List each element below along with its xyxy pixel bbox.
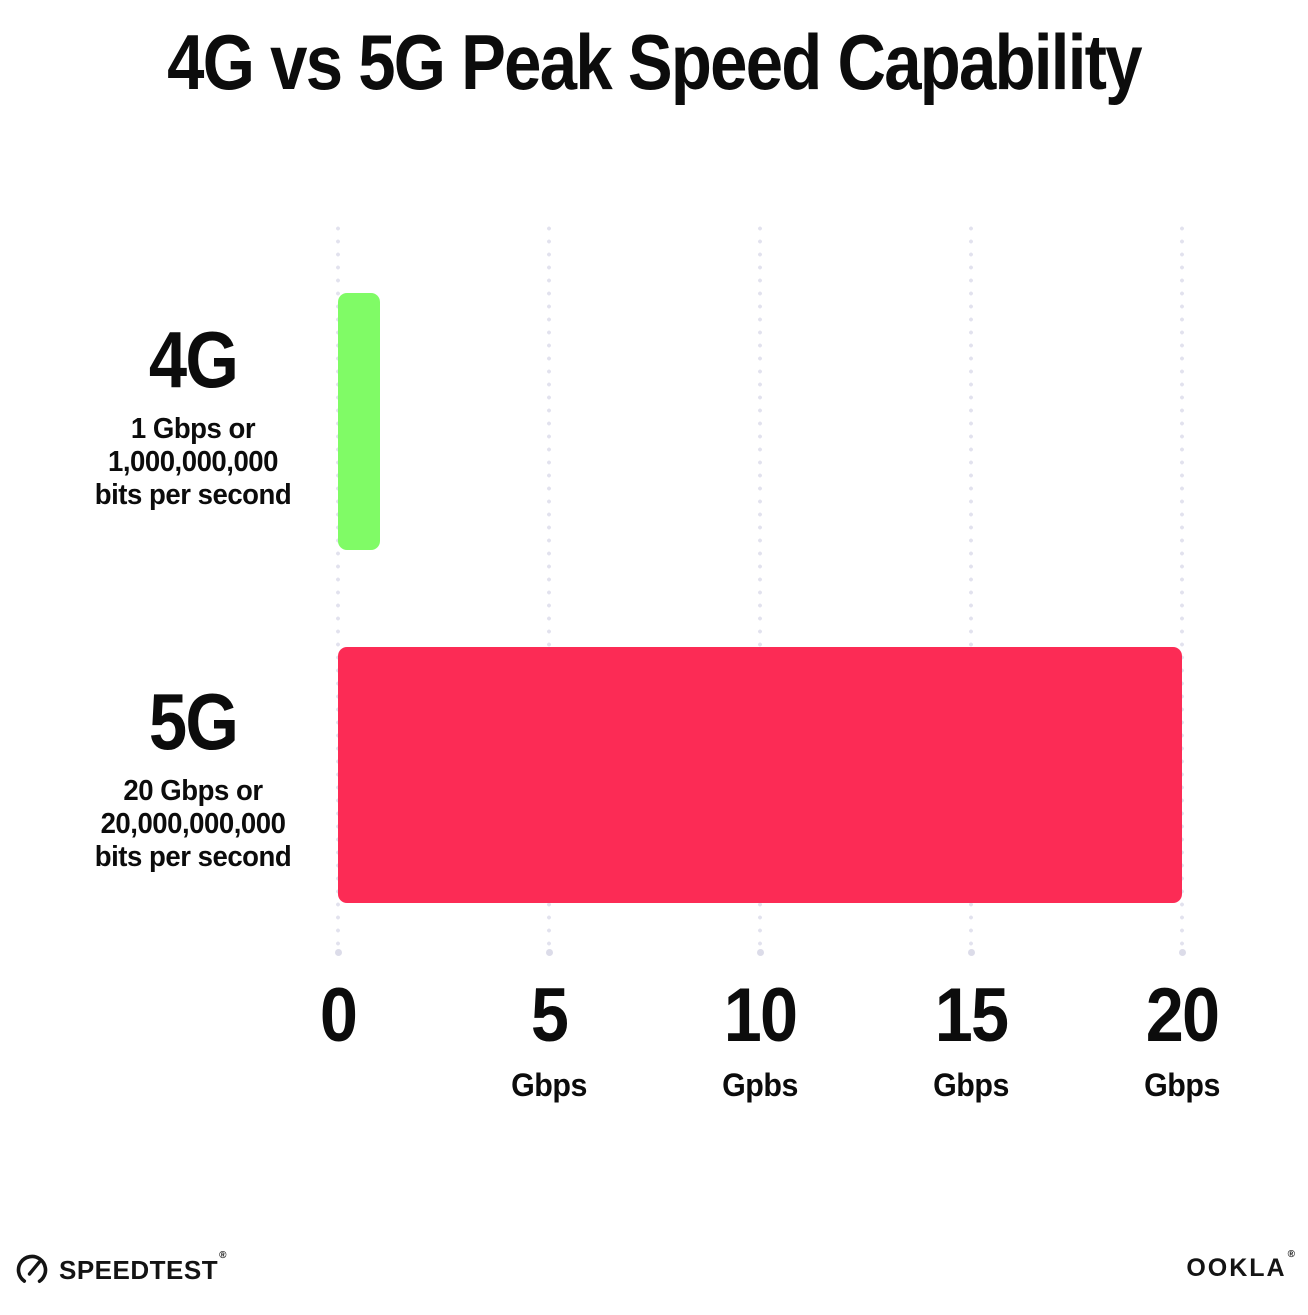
bar-5g: [338, 647, 1182, 903]
speedometer-icon: [14, 1252, 50, 1288]
row-label-4g-sublabel: 1 Gbps or 1,000,000,000 bits per second: [51, 413, 336, 512]
speedtest-trademark-mark: ®: [219, 1250, 227, 1261]
row-label-4g: 4G 1 Gbps or 1,000,000,000 bits per seco…: [43, 320, 343, 512]
ookla-logo: OOKLA®: [1186, 1250, 1296, 1282]
x-tick-20-unit: Gbps: [1144, 1067, 1220, 1103]
x-tick-10: 10 Gpbs: [640, 978, 880, 1103]
row-label-5g-name: 5G: [148, 677, 239, 766]
x-tick-15-value: 15: [934, 973, 1009, 1058]
speedtest-wordmark-text: SPEEDTEST: [59, 1255, 219, 1285]
speedtest-logo: SPEEDTEST®: [14, 1251, 226, 1288]
x-tick-20: 20 Gbps: [1062, 978, 1302, 1103]
row-label-4g-subline-2: 1,000,000,000: [107, 446, 279, 478]
x-tick-0: 0: [218, 978, 458, 1068]
x-tick-10-unit: Gpbs: [722, 1067, 798, 1103]
row-label-5g-subline-2: 20,000,000,000: [100, 808, 286, 840]
x-tick-20-value: 20: [1145, 973, 1220, 1058]
x-tick-5-unit: Gbps: [511, 1067, 587, 1103]
chart-plot-area: [334, 222, 1186, 962]
x-tick-0-value: 0: [319, 973, 358, 1058]
gridline-15: [967, 222, 975, 956]
gridline-10: [756, 222, 764, 956]
chart-title: 4G vs 5G Peak Speed Capability: [167, 18, 1142, 106]
x-tick-5-value: 5: [530, 973, 569, 1058]
row-label-4g-subline-1: 1 Gbps or: [130, 413, 256, 445]
row-label-5g-sublabel: 20 Gbps or 20,000,000,000 bits per secon…: [51, 775, 336, 874]
gridline-5: [545, 222, 553, 956]
row-label-4g-name: 4G: [148, 315, 239, 404]
row-label-5g-subline-3: bits per second: [94, 841, 292, 873]
x-tick-5: 5 Gbps: [429, 978, 669, 1103]
ookla-trademark-mark: ®: [1287, 1249, 1297, 1260]
x-tick-15: 15 Gbps: [851, 978, 1091, 1103]
bar-4g: [338, 293, 381, 550]
row-label-4g-subline-3: bits per second: [94, 479, 292, 511]
x-tick-15-unit: Gbps: [933, 1067, 1009, 1103]
x-tick-10-value: 10: [723, 973, 798, 1058]
ookla-wordmark-text: OOKLA: [1186, 1254, 1287, 1282]
row-label-5g-subline-1: 20 Gbps or: [123, 775, 263, 807]
speedtest-wordmark: SPEEDTEST®: [59, 1251, 226, 1285]
row-label-5g: 5G 20 Gbps or 20,000,000,000 bits per se…: [43, 682, 343, 874]
gridline-0: [334, 222, 342, 956]
gridline-20: [1178, 222, 1186, 956]
